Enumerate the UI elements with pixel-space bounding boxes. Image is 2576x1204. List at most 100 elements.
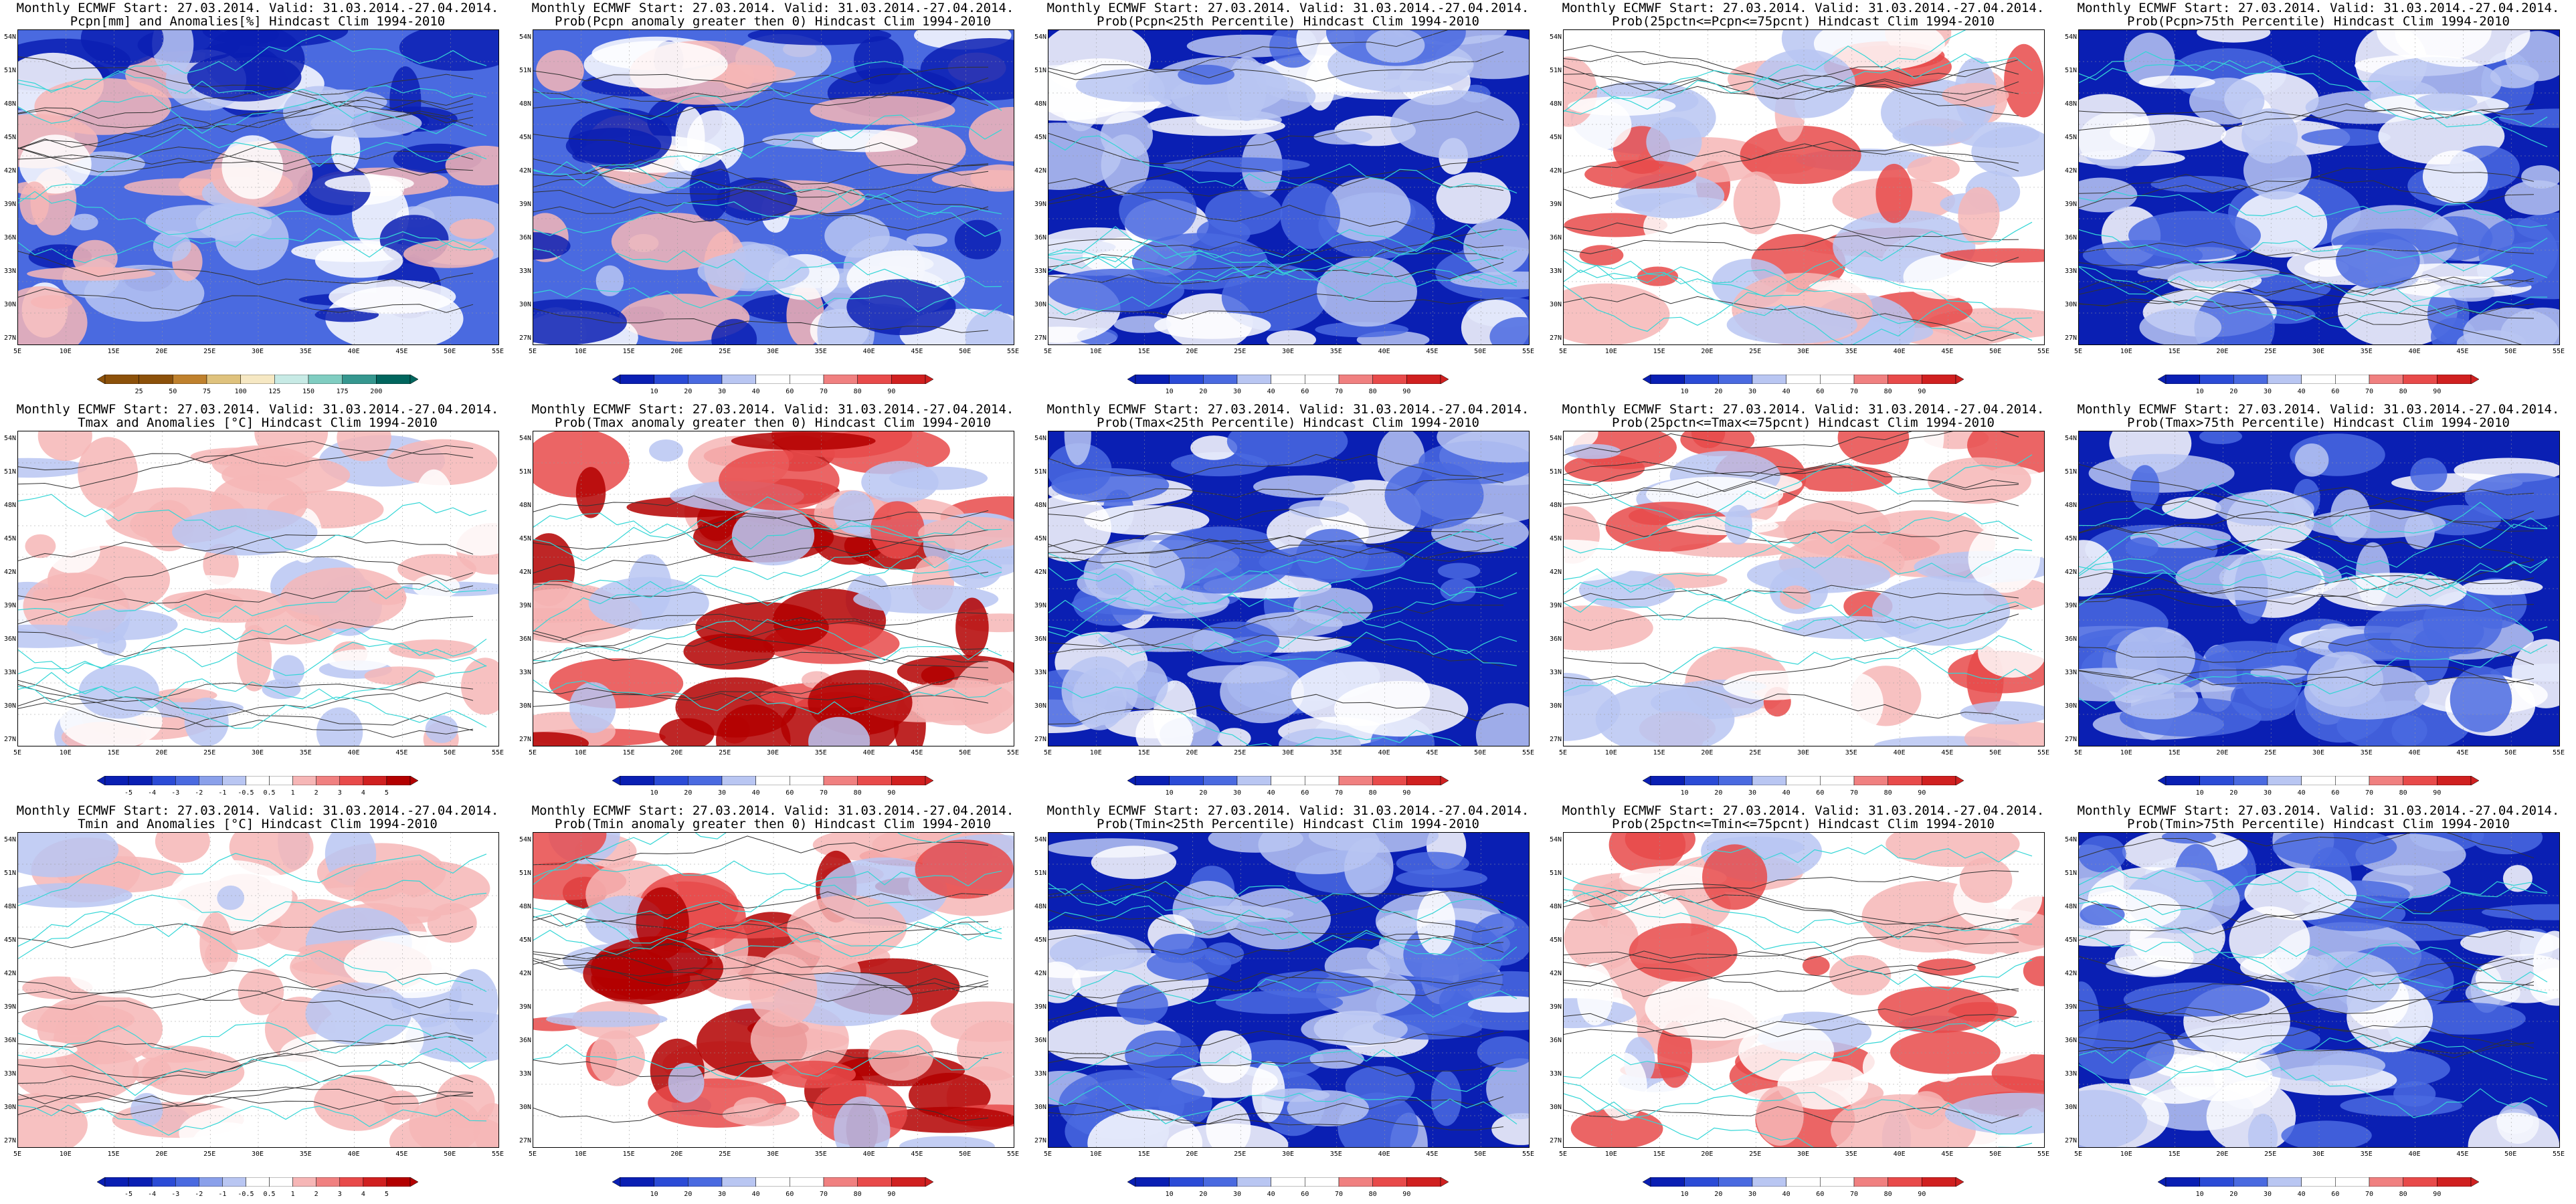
contour-line (1048, 502, 1504, 532)
longitude-label: 5E (528, 749, 537, 757)
colorbar-left-arrow (612, 1177, 621, 1187)
map-canvas (17, 832, 499, 1148)
colorbar-segment (2233, 1177, 2268, 1187)
colorbar-tick-label: 40 (1782, 1191, 1790, 1198)
contour-line (18, 583, 474, 625)
shaded-field-area (343, 935, 474, 993)
colorbar-tick-label: 20 (1714, 789, 1723, 797)
longitude-label: 25E (719, 749, 731, 757)
latitude-label: 36N (2064, 1037, 2077, 1044)
latitude-label: 33N (2064, 1070, 2077, 1078)
contour-line (1564, 143, 2019, 199)
shaded-field-area (1289, 500, 1350, 518)
shaded-field-area (2244, 868, 2357, 921)
latitude-label: 39N (1549, 1003, 1562, 1011)
coastline (1048, 592, 1517, 666)
map-canvas (533, 832, 1014, 1148)
shaded-field-area (1301, 1012, 1408, 1046)
colorbar-segment (1718, 375, 1753, 384)
contour-line (533, 77, 989, 104)
longitude-label: 25E (719, 348, 731, 355)
colorbar-segment (1305, 375, 1340, 384)
colorbar-tick-label: 5 (384, 789, 389, 797)
latitude-label: 30N (519, 301, 531, 308)
latitude-label: 45N (1034, 134, 1046, 141)
colorbar-segment (891, 776, 926, 785)
coastline (18, 34, 487, 93)
shaded-field-area (2468, 1112, 2559, 1147)
colorbar-tick-label: -0.5 (238, 1191, 254, 1198)
shaded-field-area (880, 1106, 1014, 1133)
shaded-field-area (1084, 1078, 1205, 1107)
contour-line (533, 134, 989, 167)
coastline (1564, 285, 2033, 344)
longitude-label: 25E (2264, 348, 2277, 355)
contour-line (533, 651, 989, 668)
latitude-label: 36N (2064, 635, 2077, 643)
panel-title: Monthly ECMWF Start: 27.03.2014. Valid: … (7, 804, 509, 831)
shaded-field-area (1135, 708, 1194, 746)
shaded-field-area (595, 265, 624, 296)
contour-line (533, 159, 989, 198)
colorbar-segment (790, 375, 824, 384)
colorbar-segment (199, 1177, 223, 1187)
colorbar (1643, 375, 1964, 384)
coastline (1048, 528, 1517, 591)
longitude-label: 40E (1893, 749, 1906, 757)
longitude-label: 20E (2216, 1150, 2229, 1158)
colorbar (2158, 1177, 2479, 1187)
contour-line (533, 495, 989, 555)
colorbar-segment (2437, 1177, 2472, 1187)
latitude-label: 30N (1034, 702, 1046, 710)
contour-line (1564, 66, 2019, 90)
colorbar-left-arrow (1127, 1177, 1136, 1187)
map-panel-tmax-prob-gt0: Monthly ECMWF Start: 27.03.2014. Valid: … (515, 401, 1030, 803)
shaded-field-area (27, 267, 156, 281)
colorbar-segment (386, 776, 411, 785)
colorbar-tick-label: 10 (650, 789, 658, 797)
shaded-field-area (280, 567, 407, 629)
coastline (1048, 226, 1517, 287)
latitude-label: 36N (1549, 234, 1562, 241)
longitude-label: 45E (1426, 749, 1439, 757)
shaded-field-area (1205, 189, 1283, 235)
latitude-label: 45N (2064, 535, 2077, 542)
shaded-field-area (824, 214, 890, 258)
latitude-label: 54N (1034, 33, 1046, 41)
latitude-label: 51N (1034, 468, 1046, 476)
longitude-label: 10E (2120, 348, 2132, 355)
latitude-label: 42N (2064, 569, 2077, 576)
longitude-label: 20E (1186, 348, 1198, 355)
coastline (1564, 515, 2033, 579)
shaded-field-area (1564, 138, 1598, 208)
longitude-label: 25E (1234, 348, 1247, 355)
shaded-field-area (272, 655, 305, 687)
shaded-field-area (953, 660, 1014, 734)
contour-line (1048, 634, 1504, 668)
shaded-field-area (970, 164, 1014, 192)
shaded-field-area (2395, 30, 2531, 67)
coastline (2079, 523, 2548, 583)
colorbar-segment (1271, 1177, 1305, 1187)
latitude-label: 39N (3, 1003, 16, 1011)
latitude-label: 45N (519, 134, 531, 141)
colorbar-tick-label: 40 (1267, 789, 1275, 797)
latitude-label: 45N (3, 936, 16, 944)
longitude-label: 15E (1653, 1150, 1665, 1158)
shaded-field-area (449, 219, 495, 239)
latitude-label: 45N (519, 535, 531, 542)
coastline (2079, 60, 2548, 128)
contour-line (2079, 167, 2535, 209)
coastline (1048, 883, 1517, 953)
latitude-label: 54N (2064, 435, 2077, 442)
shaded-field-area (575, 467, 606, 518)
panel-title: Monthly ECMWF Start: 27.03.2014. Valid: … (1037, 1, 1539, 28)
contour-line (1564, 1106, 2019, 1124)
latitude-label: 45N (2064, 134, 2077, 141)
colorbar-left-arrow (1127, 375, 1136, 384)
shaded-field-area (1117, 985, 1168, 1025)
shaded-field-area (1646, 116, 1702, 167)
longitude-label: 50E (1989, 749, 2002, 757)
colorbar-left-arrow (1643, 1177, 1651, 1187)
latitude-label: 27N (2064, 1137, 2077, 1144)
